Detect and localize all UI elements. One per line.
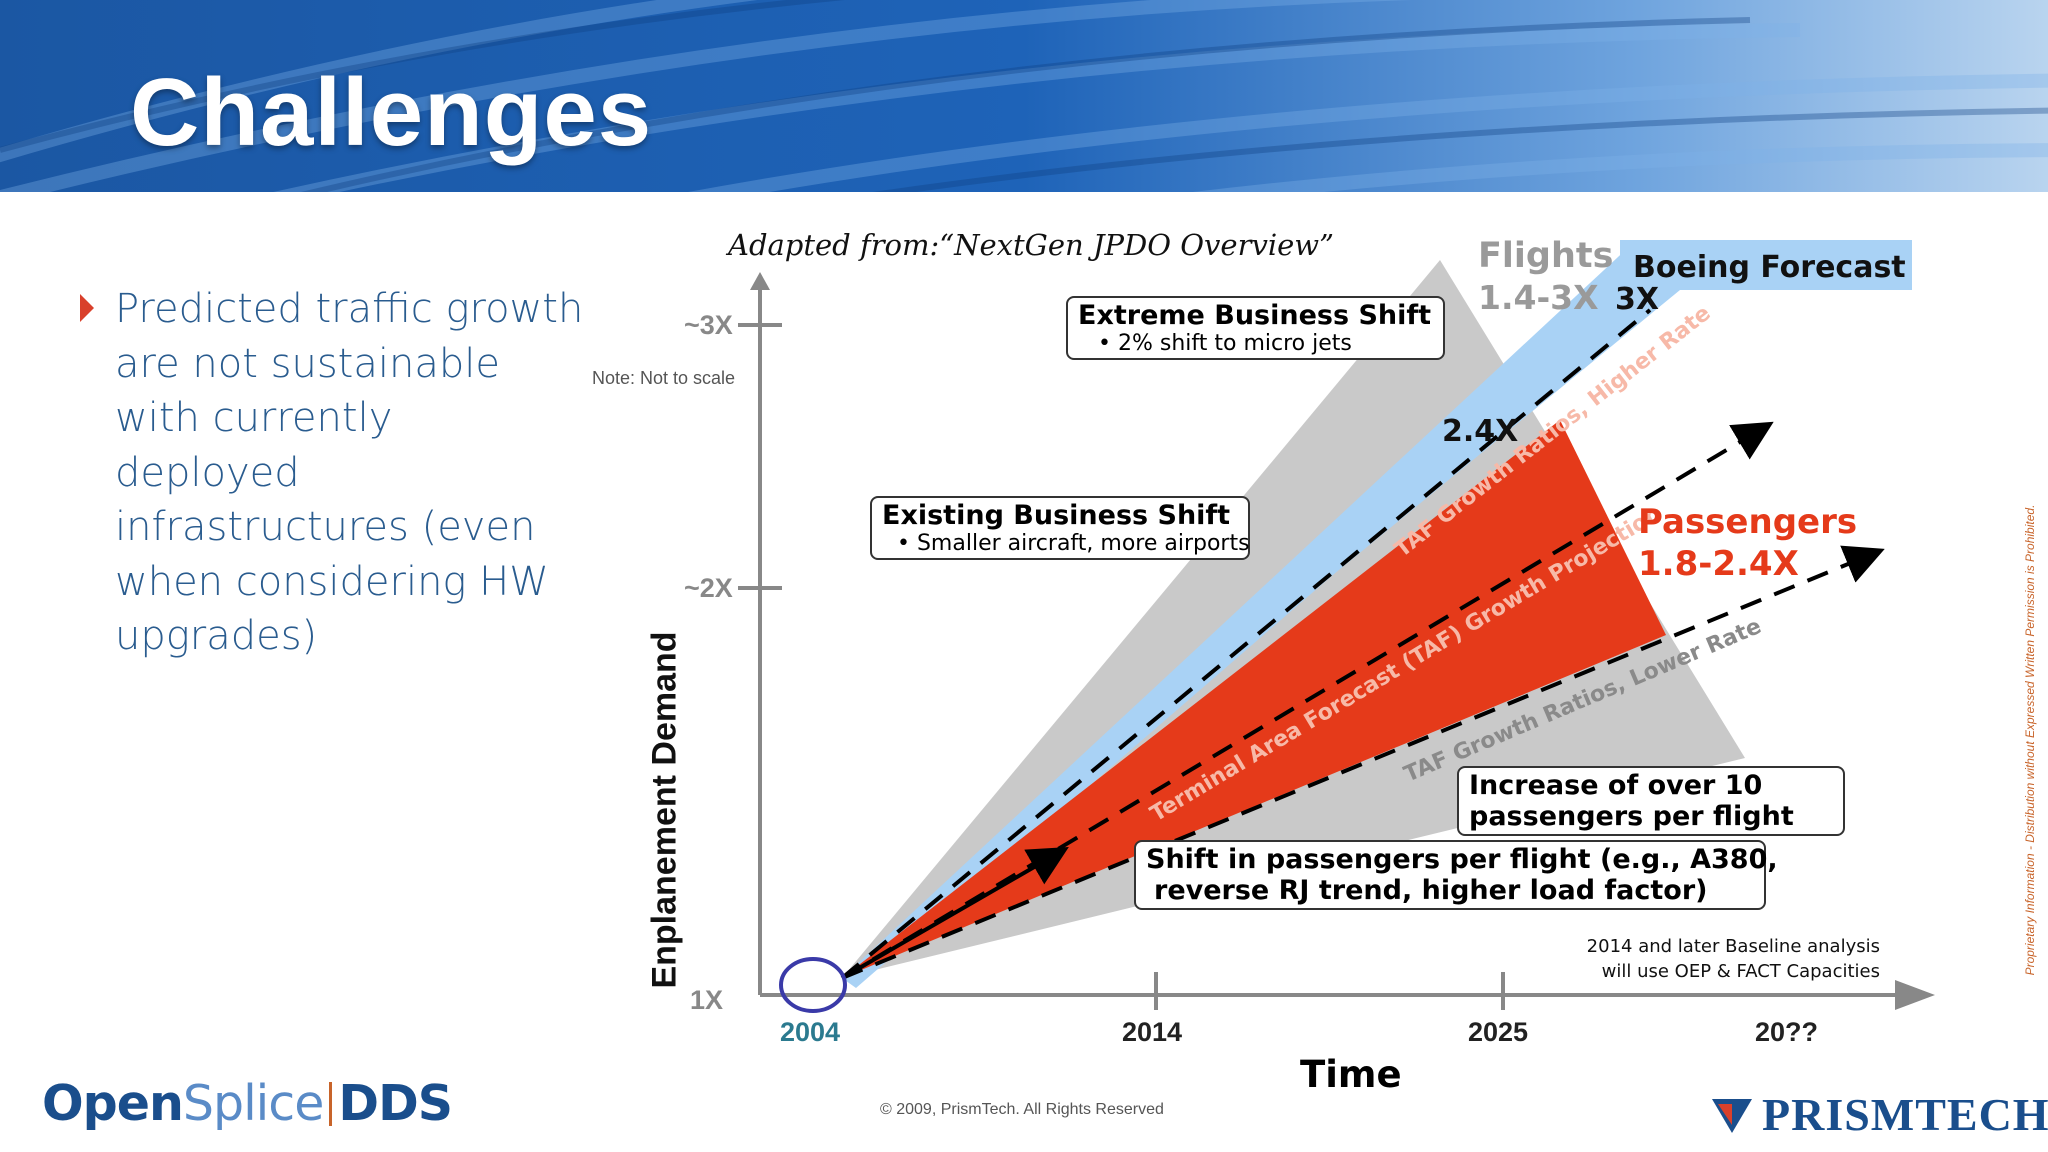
passengers-range: 1.8-2.4X bbox=[1638, 544, 1799, 584]
existing-shift-sub: • Smaller aircraft, more airports bbox=[897, 531, 1250, 556]
scale-note: Note: Not to scale bbox=[592, 368, 736, 388]
baseline-note: 2014 and later Baseline analysis will us… bbox=[1580, 934, 1880, 984]
flights-range: 1.4-3X bbox=[1478, 278, 1599, 317]
passengers-label: Passengers bbox=[1638, 502, 1858, 542]
extreme-shift-sub: • 2% shift to micro jets bbox=[1098, 331, 1352, 356]
y-tick-2x: ~2X bbox=[684, 573, 733, 603]
shift-passengers-box: Shift in passengers per flight (e.g., A3… bbox=[1134, 840, 1778, 910]
x-tick-2004: 2004 bbox=[780, 1017, 841, 1047]
increase-line1: Increase of over 10 bbox=[1469, 770, 1763, 801]
header-tunnel-graphic bbox=[0, 0, 2048, 192]
start-2004-circle bbox=[779, 957, 847, 1013]
bullet-arrow-icon bbox=[80, 294, 94, 322]
baseline-line2: will use OEP & FACT Capacities bbox=[1601, 961, 1880, 982]
proprietary-note: Proprietary Information - Distribution w… bbox=[2023, 504, 2037, 976]
bullet-text: Predicted traffic growth are not sustain… bbox=[115, 286, 584, 659]
existing-shift-title: Existing Business Shift bbox=[882, 500, 1231, 531]
boeing-forecast-label: Boeing Forecast bbox=[1633, 250, 1906, 285]
shift-arrow bbox=[840, 846, 1069, 980]
baseline-line1: 2014 and later Baseline analysis bbox=[1586, 936, 1880, 957]
shift-line2: reverse RJ trend, higher load factor) bbox=[1154, 875, 1708, 906]
y-axis-label: Enplanement Demand bbox=[645, 631, 684, 989]
prismtech-name: PRISMTECH bbox=[1762, 1089, 2048, 1140]
logo-dds: DDS bbox=[338, 1075, 453, 1132]
passengers-area bbox=[842, 420, 1666, 978]
opensplice-logo: OpenSplice DDS bbox=[42, 1075, 453, 1132]
logo-open: Open bbox=[42, 1075, 184, 1132]
slide-header: Challenges bbox=[0, 0, 2048, 192]
existing-shift-box: Existing Business Shift • Smaller aircra… bbox=[870, 496, 1250, 560]
extreme-shift-box: Extreme Business Shift • 2% shift to mic… bbox=[1066, 296, 1445, 360]
y-tick-1x: 1X bbox=[690, 985, 724, 1015]
y-tick-3x: ~3X bbox=[684, 310, 733, 340]
peak-label: 2.4X bbox=[1442, 414, 1519, 449]
slide-title: Challenges bbox=[130, 59, 653, 166]
shift-line1: Shift in passengers per flight (e.g., A3… bbox=[1146, 844, 1778, 875]
x-tick-2025: 2025 bbox=[1468, 1017, 1529, 1047]
x-axis-label: Time bbox=[1300, 1053, 1402, 1096]
boeing-3x-label: 3X bbox=[1615, 282, 1660, 317]
x-tick-2014: 2014 bbox=[1122, 1017, 1183, 1047]
higher-rate-line bbox=[840, 308, 1652, 980]
prismtech-mark-icon bbox=[1712, 1098, 1752, 1133]
logo-divider bbox=[329, 1082, 333, 1126]
logo-splice: Splice bbox=[182, 1075, 325, 1132]
flights-label: Flights bbox=[1478, 236, 1614, 276]
increase-box: Increase of over 10 passengers per fligh… bbox=[1457, 766, 1845, 836]
y-axis-arrow bbox=[750, 272, 770, 290]
extreme-shift-title: Extreme Business Shift bbox=[1078, 300, 1432, 331]
increase-line2: passengers per flight bbox=[1469, 801, 1794, 832]
x-tick-future: 20?? bbox=[1755, 1017, 1819, 1047]
prismtech-logo: PRISMTECH bbox=[1710, 1088, 2048, 1141]
lower-rate-line bbox=[841, 545, 1885, 980]
boeing-forecast-banner bbox=[1620, 240, 1912, 290]
copyright: © 2009, PrismTech. All Rights Reserved bbox=[880, 1101, 1164, 1118]
x-axis-arrow bbox=[1895, 980, 1935, 1010]
source-note: Adapted from:“NextGen JPDO Overview” bbox=[728, 228, 1334, 262]
